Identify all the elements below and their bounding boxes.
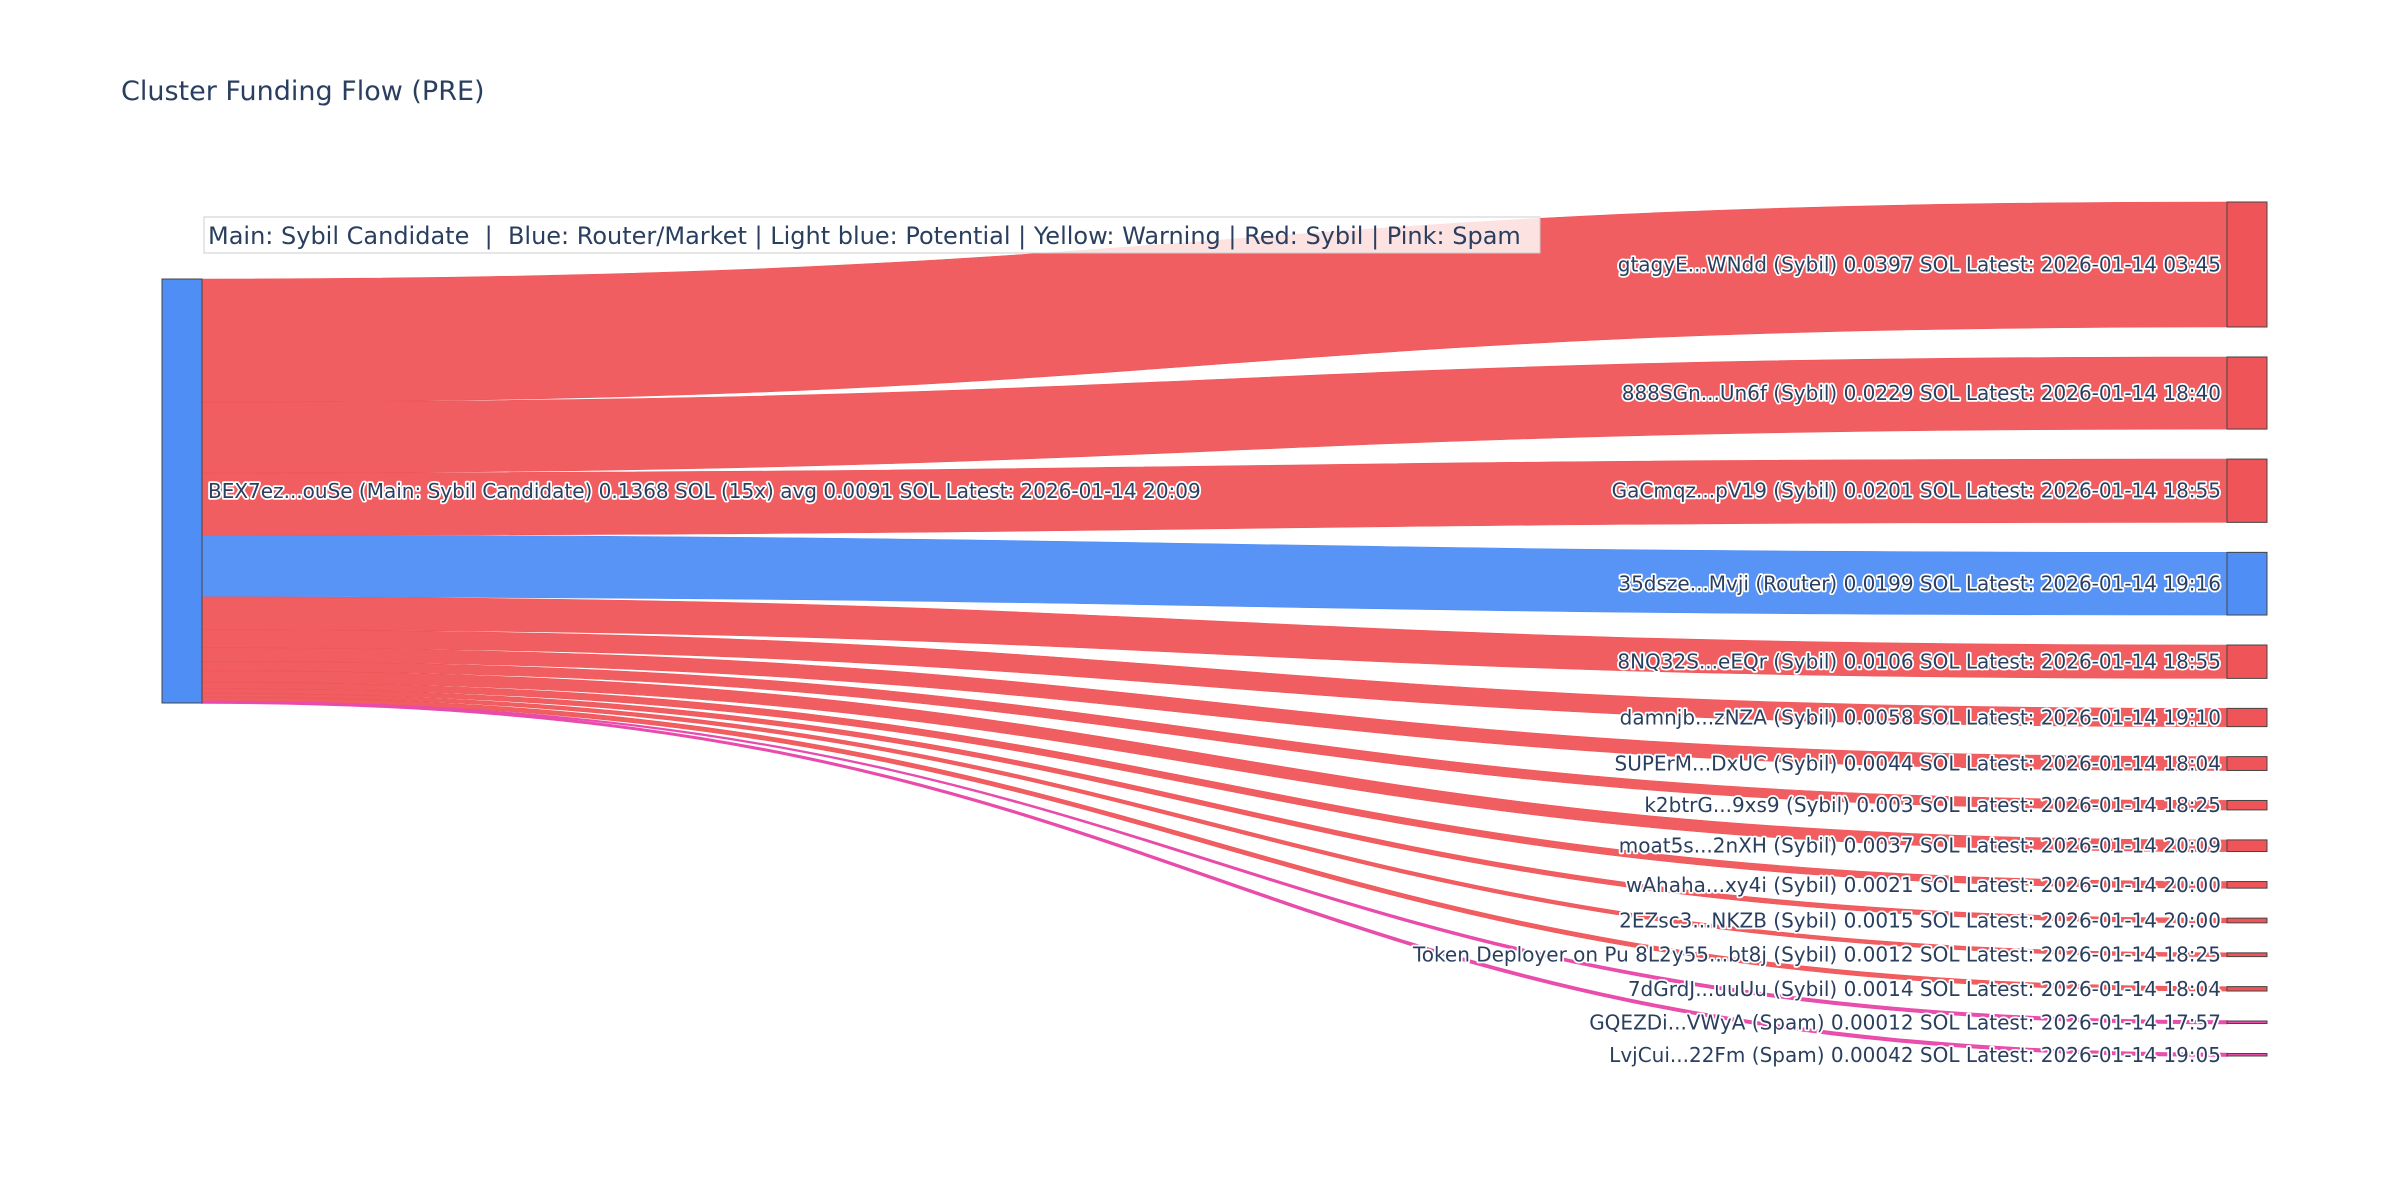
target-label-0: gtagyE...WNdd (Sybil) 0.0397 SOL Latest:… xyxy=(1618,253,2221,277)
target-node-12[interactable] xyxy=(2226,986,2268,992)
target-label-4: 8NQ32S...eEQr (Sybil) 0.0106 SOL Latest:… xyxy=(1617,650,2221,674)
target-label-14: LvjCui...22Fm (Spam) 0.00042 SOL Latest:… xyxy=(1609,1043,2221,1067)
node-layer xyxy=(161,201,2268,1057)
target-node-4[interactable] xyxy=(2226,644,2268,679)
target-node-1[interactable] xyxy=(2226,356,2268,430)
target-label-6: SUPErM...DxUC (Sybil) 0.0044 SOL Latest:… xyxy=(1615,752,2221,776)
target-node-7[interactable] xyxy=(2226,799,2268,811)
target-label-8: moat5s...2nXH (Sybil) 0.0037 SOL Latest:… xyxy=(1619,834,2221,858)
legend-note: Main: Sybil Candidate | Blue: Router/Mar… xyxy=(208,222,1521,250)
source-node[interactable] xyxy=(161,278,203,704)
target-node-14[interactable] xyxy=(2226,1053,2268,1057)
legend-note-box xyxy=(203,216,1541,254)
flow-link-13[interactable] xyxy=(201,700,2228,1025)
label-layer: gtagyE...WNdd (Sybil) 0.0397 SOL Latest:… xyxy=(206,251,2223,1069)
target-label-10: 2EZsc3...NKZB (Sybil) 0.0015 SOL Latest:… xyxy=(1619,908,2221,932)
target-label-13: GQEZDi...VWyA (Spam) 0.00012 SOL Latest:… xyxy=(1589,1010,2221,1034)
target-node-13[interactable] xyxy=(2226,1020,2268,1025)
target-label-5: damnjb...zNZA (Sybil) 0.0058 SOL Latest:… xyxy=(1620,705,2221,729)
target-node-10[interactable] xyxy=(2226,917,2268,924)
target-node-11[interactable] xyxy=(2226,952,2268,958)
target-label-9: wAhaha...xy4i (Sybil) 0.0021 SOL Latest:… xyxy=(1626,873,2221,897)
target-node-0[interactable] xyxy=(2226,201,2268,328)
target-node-9[interactable] xyxy=(2226,881,2268,889)
source-label: BEX7ez...ouSe (Main: Sybil Candidate) 0.… xyxy=(208,479,1201,503)
target-label-1: 888SGn...Un6f (Sybil) 0.0229 SOL Latest:… xyxy=(1622,381,2221,405)
target-node-6[interactable] xyxy=(2226,756,2268,771)
target-label-12: 7dGrdJ...uuUu (Sybil) 0.0014 SOL Latest:… xyxy=(1628,977,2221,1001)
target-label-7: k2btrG...9xs9 (Sybil) 0.003 SOL Latest: … xyxy=(1644,793,2221,817)
chart-title: Cluster Funding Flow (PRE) xyxy=(121,76,485,107)
target-node-8[interactable] xyxy=(2226,839,2268,853)
target-label-3: 35dsze...Mvji (Router) 0.0199 SOL Latest… xyxy=(1618,572,2221,596)
link-layer xyxy=(201,201,2228,1057)
target-node-2[interactable] xyxy=(2226,458,2268,523)
target-label-11: Token Deployer on Pu 8L2y55...bt8j (Sybi… xyxy=(1412,943,2221,967)
target-node-5[interactable] xyxy=(2226,707,2268,728)
target-node-3[interactable] xyxy=(2226,551,2268,616)
target-label-2: GaCmqz...pV19 (Sybil) 0.0201 SOL Latest:… xyxy=(1612,479,2221,503)
